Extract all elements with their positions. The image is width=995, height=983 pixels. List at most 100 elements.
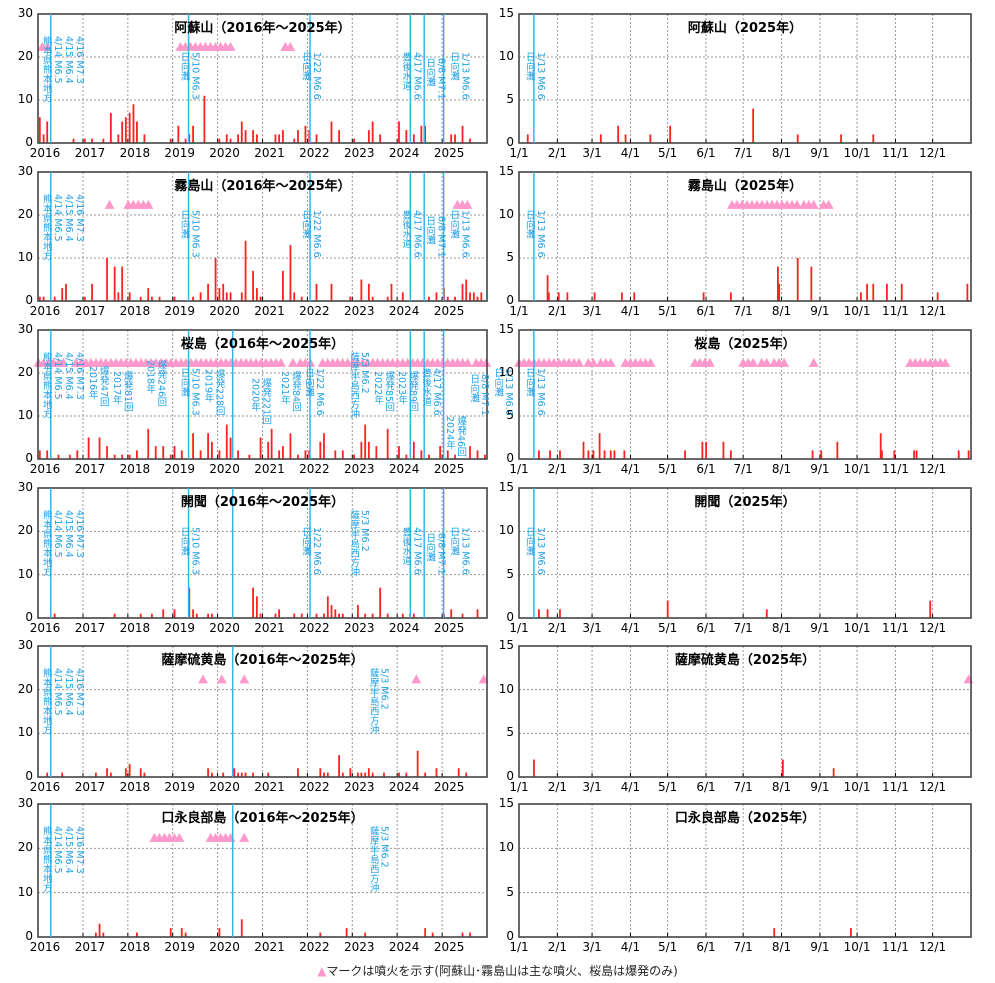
earthquake-label-line: 4/16 M7.3 <box>73 826 85 874</box>
earthquake-label-line: 日向灘 <box>448 210 460 239</box>
x-tick-label: 12/1 <box>919 304 947 318</box>
y-tick-label: 20 <box>17 365 33 379</box>
x-tick-label: 6/1 <box>696 780 716 794</box>
x-tick-label: 3/1 <box>582 780 602 794</box>
eruption-marker <box>940 357 951 367</box>
bar <box>121 454 124 459</box>
x-tick-label: 2024 <box>388 621 420 635</box>
chart-title: 阿蘇山（2025年） <box>687 21 803 36</box>
bar <box>184 138 187 143</box>
x-tick-label: 2018 <box>119 780 151 794</box>
bar <box>454 454 456 459</box>
earthquake-label-line: 5/10 M6.3 <box>189 210 201 259</box>
bar <box>237 450 239 459</box>
bar <box>117 134 120 143</box>
bar <box>364 424 367 459</box>
earthquake-label: 日向灘 1/13 M6.6 <box>524 52 546 100</box>
bar <box>177 125 180 143</box>
bar <box>796 258 799 301</box>
bar <box>218 288 221 301</box>
bar <box>136 450 138 459</box>
eruption-marker <box>481 357 492 367</box>
y-tick-label: 30 <box>17 322 33 336</box>
bar <box>199 450 202 459</box>
earthquake-label-line: 5/3 M6.2 <box>359 510 371 552</box>
earthquake-label: 豊後水道 4/17 M6.6 <box>400 527 422 575</box>
y-tick-label: 10 <box>498 523 514 538</box>
bar <box>559 450 561 459</box>
bar <box>705 441 707 459</box>
bar <box>300 296 303 301</box>
x-tick-label: 2018 <box>119 304 151 318</box>
x-tick-label: 2021 <box>254 780 285 794</box>
bar <box>267 772 270 777</box>
earthquake-label-line: 4/14 M6.5 <box>51 826 63 874</box>
bar <box>203 95 206 143</box>
plot-frame <box>37 171 488 302</box>
y-tick-label: 20 <box>17 207 33 221</box>
x-tick-label: 8/1 <box>771 146 792 160</box>
bar <box>289 433 292 459</box>
x-tick-label: 2017 <box>74 304 106 318</box>
bar <box>371 121 374 143</box>
x-tick-label: 7/1 <box>733 780 753 794</box>
bar <box>379 587 382 618</box>
bar <box>549 450 551 459</box>
bar <box>222 772 225 777</box>
bar <box>91 283 93 301</box>
bar <box>297 130 299 143</box>
chart-title: 薩摩硫黄島（2016年～2025年） <box>161 653 364 668</box>
explosion-count-line: 爆発47回 <box>97 366 109 407</box>
x-tick-label: 2023 <box>344 621 375 635</box>
bar <box>207 613 209 618</box>
x-tick-label: 11/1 <box>881 780 909 794</box>
bar <box>649 134 652 143</box>
earthquake-label-line: 8/8 M7.1 <box>435 58 447 101</box>
bar <box>147 428 150 459</box>
bar <box>199 292 202 301</box>
x-tick-label: 2023 <box>344 940 375 954</box>
bar <box>304 125 307 143</box>
explosion-count-line: 2022年 <box>372 370 384 405</box>
bar <box>446 296 449 301</box>
plot-frame <box>518 329 972 460</box>
x-tick-label: 2021 <box>254 146 285 160</box>
earthquake-label-line: 日向灘 <box>300 210 311 239</box>
eruption-marker <box>225 41 236 51</box>
bar <box>546 609 549 618</box>
earthquake-label-line: 5/3 M6.2 <box>378 668 390 710</box>
x-tick-label: 3/1 <box>582 940 602 954</box>
bar <box>293 613 296 618</box>
explosion-count-line: 2017年 <box>110 370 122 405</box>
y-tick-label: 5 <box>506 725 514 740</box>
earthquake-label-line: 日向灘 <box>178 210 190 239</box>
earthquake-label: 日向灘 1/22 M6.6 <box>300 527 322 575</box>
y-tick-label: 15 <box>498 796 514 810</box>
bar <box>210 772 213 777</box>
x-tick-label: 4/1 <box>620 146 641 160</box>
bar <box>252 587 254 618</box>
plot-frame <box>518 171 972 302</box>
bar <box>472 292 475 301</box>
explosion-count-line: 2016年 <box>86 366 98 401</box>
explosion-count-line: 爆発221回 <box>260 377 272 425</box>
bar <box>778 283 781 301</box>
bar <box>557 292 560 301</box>
bar <box>401 613 404 618</box>
bar <box>270 428 273 459</box>
bar <box>341 450 344 459</box>
bar <box>582 441 585 459</box>
bar <box>255 596 258 618</box>
x-tick-label: 2022 <box>299 780 330 794</box>
y-tick-label: 5 <box>506 250 514 264</box>
bar <box>46 121 49 143</box>
x-tick-label: 2024 <box>388 940 420 954</box>
earthquake-label-line: 4/14 M6.5 <box>51 510 63 558</box>
bar <box>461 613 464 618</box>
y-tick-label: 30 <box>17 164 33 178</box>
chart-title: 開聞（2016年～2025年） <box>180 495 345 510</box>
x-tick-label: 12/1 <box>919 146 947 160</box>
bar <box>613 450 616 459</box>
x-tick-label: 2017 <box>74 462 106 476</box>
bar <box>469 138 471 143</box>
